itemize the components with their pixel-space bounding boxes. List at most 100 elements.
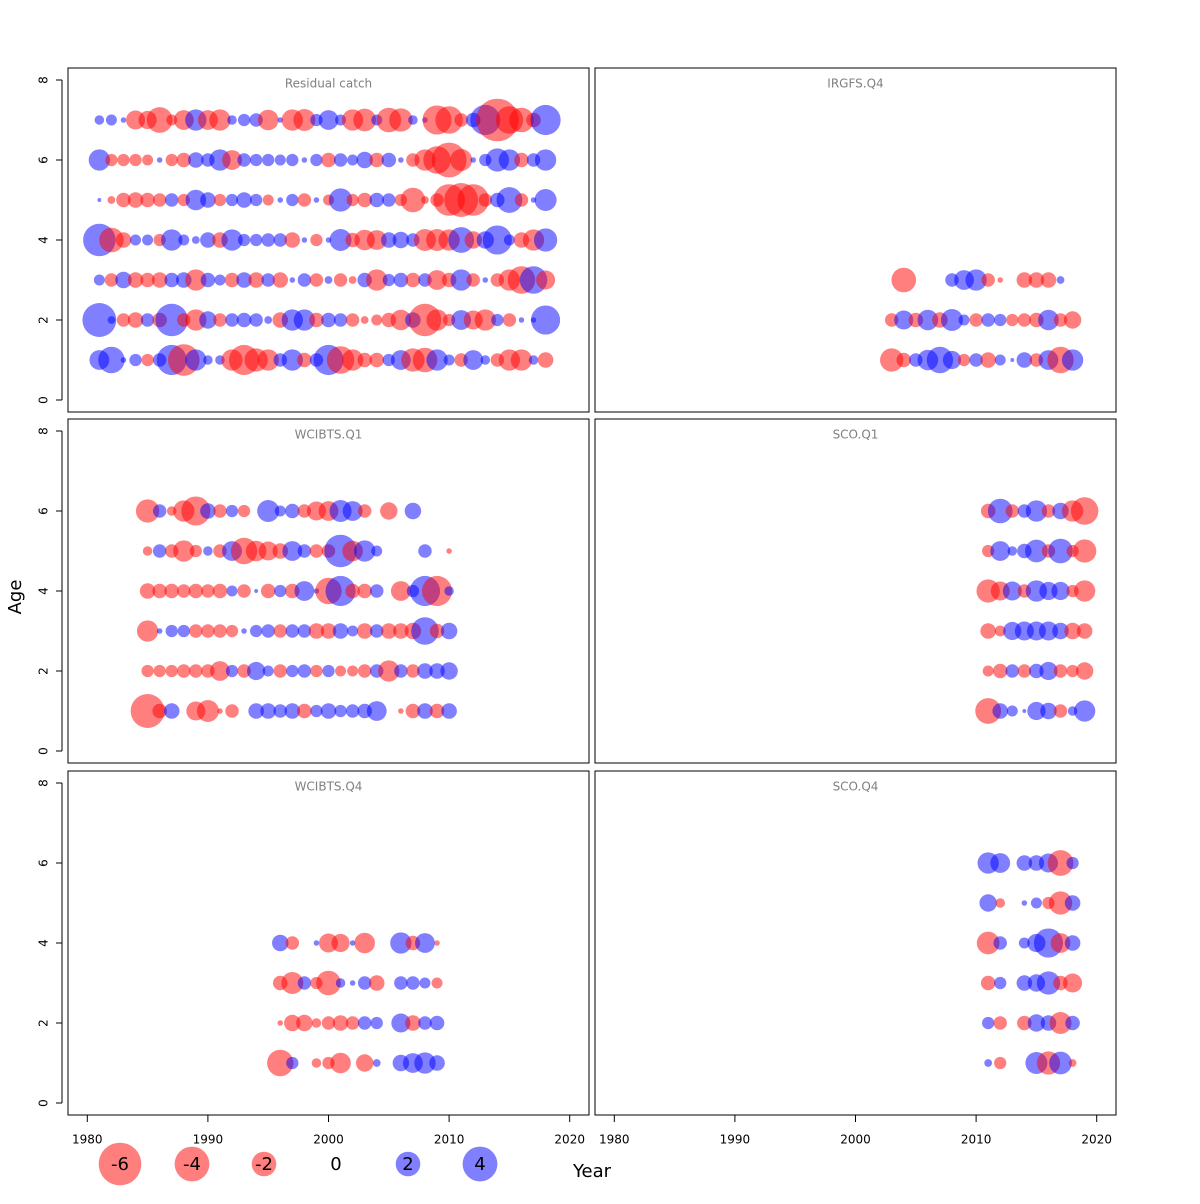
bubble [225,504,239,518]
bubble [429,703,445,719]
bubble [236,192,252,208]
bubble [1027,1014,1046,1032]
bubble [1050,933,1071,953]
bubble [272,272,289,288]
bubble [200,192,216,208]
bubble [217,708,223,714]
bubble [450,148,473,172]
bubble [213,624,227,638]
bubble [357,192,372,208]
bubble [261,233,275,247]
bubble [262,665,274,677]
bubble [98,346,125,374]
bubble [210,661,230,681]
legend-label: -6 [111,1154,129,1175]
bubble [212,583,228,599]
bubble [378,660,400,682]
bubble [347,665,359,677]
bubble [277,1020,284,1026]
bubble [308,623,325,639]
bubble [1047,850,1074,876]
bubble [248,272,264,288]
bubble [992,703,1009,719]
bubble [309,273,324,287]
bubble [1072,539,1097,563]
bubble [164,583,179,599]
bubble [482,225,512,255]
bubble [297,193,312,207]
bubble [164,272,179,288]
bubble [335,978,346,988]
bubble [335,665,347,677]
y-tick-label: 6 [37,859,51,867]
bubble [1028,272,1045,288]
bubble [274,154,286,166]
bubble [152,193,167,207]
bubble [214,274,226,286]
bubble [992,663,1008,679]
bubble [249,153,263,167]
bubble [1021,900,1028,906]
bubble [1064,935,1081,951]
bubble [1039,661,1058,681]
bubble [355,1054,374,1072]
bubble [273,233,287,247]
bubble [328,188,353,212]
bubble [297,273,312,287]
bubble [534,149,557,171]
bubble [353,108,377,132]
legend-bubble [174,1146,210,1182]
bubble [1017,664,1032,678]
bubble [213,504,227,518]
bubble [120,117,127,123]
bubble [130,694,165,728]
bubble [309,312,324,328]
bubble [286,664,299,678]
bubble [325,575,356,607]
y-tick-label: 6 [37,507,51,515]
y-tick-label: 4 [37,236,51,244]
bubble [406,664,420,678]
y-tick-label: 2 [37,667,51,675]
bubble [357,583,372,599]
bubble [189,544,202,558]
bubble [917,309,939,331]
panel: IRGFS.Q4 [594,67,1117,413]
bubble [1061,349,1084,371]
bubble [284,1014,301,1032]
bubble [502,313,517,327]
bubble [1038,309,1059,331]
bubble [1064,622,1081,640]
bubble [1064,895,1081,911]
bubble [429,1015,445,1031]
bubble [153,664,166,678]
bubble [236,312,252,328]
bubble [254,589,259,593]
bubble [311,1058,322,1068]
bubble [392,231,410,249]
bubble [293,108,316,132]
bubble [177,584,191,598]
bubble [237,504,251,518]
bubble [257,349,279,371]
bubble [357,1016,372,1030]
bubble [331,933,350,953]
bubble [301,157,308,163]
bubble [1017,1015,1032,1031]
bubble [503,234,515,246]
bubble [969,353,983,367]
bubble [528,355,539,365]
bubble [421,575,453,607]
x-tick-label: 1990 [720,1133,751,1147]
bubble [498,149,521,171]
bubble [957,353,971,367]
bubble [980,975,996,991]
bubble [995,898,1005,908]
bubble [398,708,404,714]
bubble [427,270,447,290]
bubble [140,272,155,288]
bubble [310,704,323,718]
bubble [496,187,523,213]
bubble [332,623,349,639]
bubble [225,664,239,678]
